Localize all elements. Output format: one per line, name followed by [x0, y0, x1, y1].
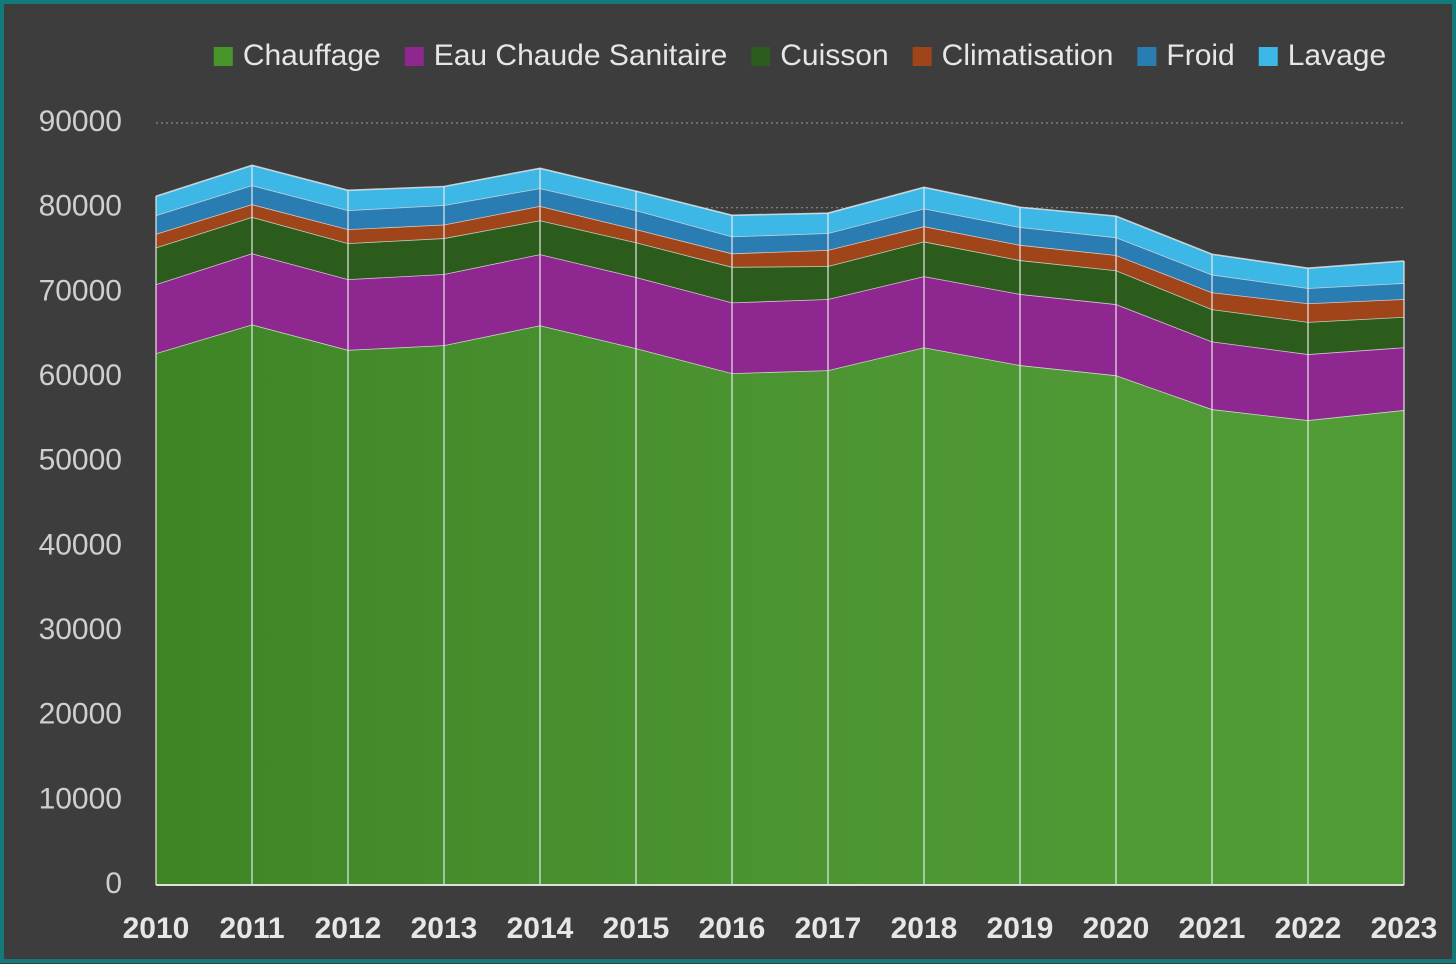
- legend-swatch: [404, 47, 424, 66]
- x-tick-label: 2011: [219, 912, 284, 945]
- legend: Chauffage Eau Chaude Sanitaire Cuisson Clim…: [213, 39, 1386, 72]
- x-tick-label: 2013: [411, 912, 478, 945]
- legend-label: Chauffage: [243, 39, 381, 72]
- y-tick-label: 70000: [39, 274, 122, 307]
- y-tick-label: 10000: [39, 782, 122, 815]
- y-tick-label: 90000: [39, 105, 122, 138]
- area: [156, 185, 1404, 304]
- x-tick-label: 2018: [891, 912, 958, 945]
- legend-swatch: [751, 47, 771, 66]
- x-tick-label: 2017: [795, 912, 862, 945]
- x-tick-label: 2019: [987, 912, 1054, 945]
- y-tick-label: 60000: [39, 359, 122, 392]
- y-tick-label: 30000: [39, 613, 122, 646]
- legend-swatch: [213, 47, 233, 66]
- legend-label: Lavage: [1288, 39, 1386, 72]
- y-tick-label: 50000: [39, 444, 122, 477]
- x-tick-label: 2015: [603, 912, 670, 945]
- legend-swatch: [1137, 47, 1157, 66]
- legend-swatch: [1258, 47, 1278, 66]
- legend-label: Froid: [1166, 39, 1234, 72]
- area-edge: [155, 164, 1405, 270]
- area: [156, 165, 1404, 289]
- y-tick-label: 0: [105, 867, 122, 900]
- x-tick-label: 2012: [315, 912, 382, 945]
- y-tick-label: 20000: [39, 698, 122, 731]
- x-tick-label: 2016: [699, 912, 766, 945]
- area: [156, 204, 1404, 322]
- x-tick-label: 2020: [1083, 912, 1150, 945]
- x-tick-label: 2023: [1371, 912, 1438, 945]
- legend-swatch: [912, 47, 932, 66]
- area-shade: [156, 324, 1404, 885]
- legend-label: Climatisation: [942, 39, 1114, 72]
- x-tick-label: 2022: [1275, 912, 1342, 945]
- legend-label: Eau Chaude Sanitaire: [434, 39, 728, 72]
- area: [156, 253, 1404, 421]
- y-tick-label: 40000: [39, 528, 122, 561]
- area-edge: [155, 216, 1405, 323]
- x-tick-label: 2021: [1179, 912, 1246, 945]
- chart: 0 10000 20000 30000 40000 50000 60000 70000 8000…: [39, 39, 1438, 945]
- legend-label: Cuisson: [780, 39, 888, 72]
- area: [156, 216, 1404, 355]
- x-tick-label: 2014: [507, 912, 574, 945]
- y-tick-label: 80000: [39, 190, 122, 223]
- x-tick-label: 2010: [123, 912, 190, 945]
